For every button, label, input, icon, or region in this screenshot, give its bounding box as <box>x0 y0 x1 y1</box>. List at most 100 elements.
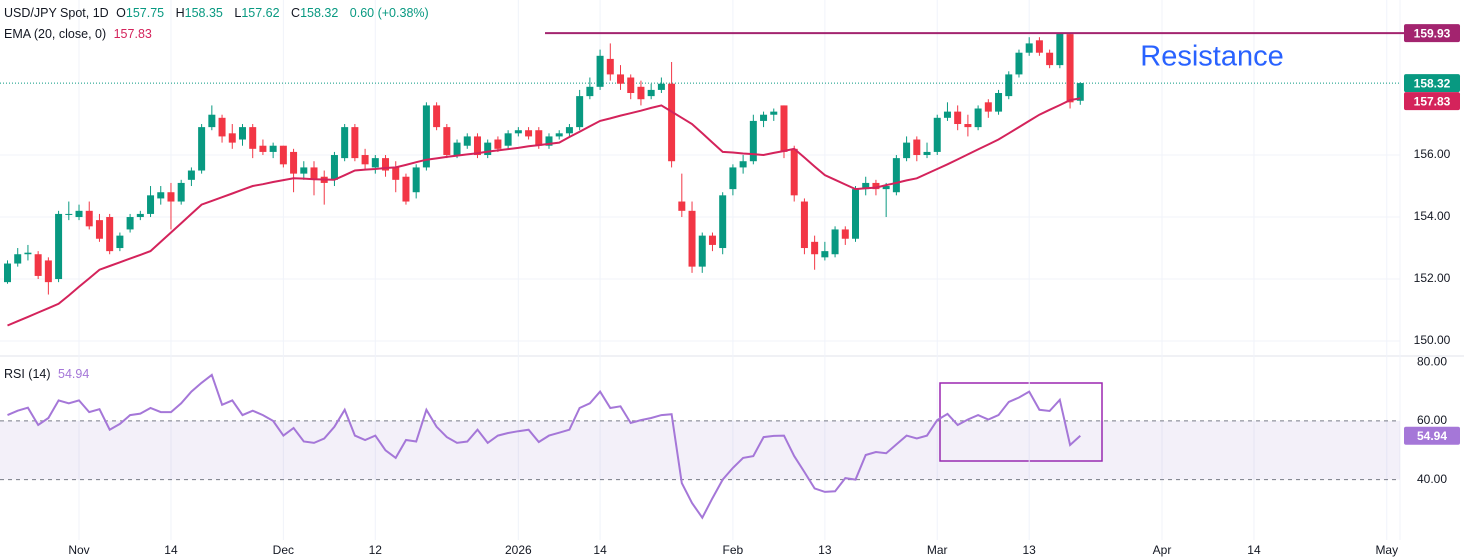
candle-body <box>279 145 287 165</box>
candle-body <box>841 229 849 239</box>
candle-body <box>504 133 512 146</box>
candle-body <box>95 220 103 239</box>
candle-body <box>24 252 32 255</box>
candle-body <box>831 229 839 255</box>
candle-body <box>463 136 471 146</box>
ohlc-value: 157.75 <box>125 6 165 20</box>
candle-body <box>351 127 359 159</box>
candle-body <box>85 210 93 227</box>
candle-body <box>678 201 686 211</box>
candle-body <box>249 127 257 149</box>
ohlc-key: O <box>116 6 126 20</box>
candle-body <box>382 158 390 171</box>
candle-body <box>617 74 625 84</box>
candle-body <box>555 133 563 137</box>
price-tag <box>1404 24 1460 43</box>
ohlc-value: 158.32 <box>300 6 339 20</box>
candle-body <box>627 77 635 94</box>
candle-body <box>576 96 584 128</box>
y-tick-label: 154.00 <box>1414 209 1451 223</box>
candle-body <box>954 111 962 125</box>
y-tick-label: 152.00 <box>1414 271 1451 285</box>
candle-body <box>903 142 911 159</box>
candle-body <box>494 139 502 149</box>
candle-body <box>136 213 144 218</box>
y-tick-label: 60.00 <box>1417 413 1447 427</box>
price-tag-label: 157.83 <box>1414 94 1451 108</box>
candle-body <box>545 136 553 146</box>
ema-value: 157.83 <box>113 27 152 41</box>
price-tag-label: 158.32 <box>1414 76 1451 90</box>
y-tick-label: 156.00 <box>1414 147 1451 161</box>
candle-body <box>872 182 880 190</box>
x-tick-label: 14 <box>164 543 178 557</box>
candle-body <box>1005 74 1013 97</box>
rsi-name: RSI (14) <box>4 367 51 381</box>
price-tag <box>1404 426 1460 445</box>
ohlc-key: H <box>175 6 185 20</box>
candle-body <box>586 86 594 97</box>
candle-body <box>882 186 890 190</box>
y-tick-label: 40.00 <box>1417 472 1447 486</box>
candle-body <box>290 151 298 174</box>
price-tag <box>1404 74 1460 93</box>
x-tick-label: Apr <box>1153 543 1172 557</box>
candle-body <box>55 213 63 280</box>
candle-body <box>14 254 22 264</box>
candle-body <box>668 83 676 162</box>
ohlc-o: O157.75 <box>116 6 168 20</box>
x-tick-label: Nov <box>68 543 89 557</box>
candle-body <box>535 130 543 146</box>
rsi-value: 54.94 <box>58 367 90 381</box>
candle-body <box>44 260 52 283</box>
price-tag-label: 159.93 <box>1414 26 1451 40</box>
candle-body <box>913 139 921 156</box>
candle-body <box>811 241 819 255</box>
candle-body <box>760 114 768 121</box>
candle-body <box>974 108 982 128</box>
candle-body <box>1076 83 1084 101</box>
level-band <box>0 420 1400 480</box>
symbol: USD/JPY Spot, 1D <box>4 6 109 20</box>
candle-body <box>790 148 798 196</box>
ema-name: EMA (20, close, 0) <box>4 27 107 41</box>
candle-body <box>739 161 747 168</box>
candle-body <box>228 133 236 143</box>
candle-body <box>259 145 267 152</box>
candle-body <box>484 142 492 156</box>
candle-body <box>177 182 185 202</box>
candle-body <box>269 145 277 152</box>
y-tick-label: 80.00 <box>1417 354 1447 368</box>
candle-body <box>749 120 757 162</box>
x-tick-label: 14 <box>593 543 607 557</box>
candle-body <box>1015 52 1023 75</box>
candle-body <box>187 170 195 180</box>
candle-body <box>167 192 175 202</box>
rsi-highlight-box <box>939 382 1103 462</box>
candle-body <box>443 127 451 156</box>
candle-body <box>923 151 931 156</box>
candle-body <box>606 58 614 75</box>
candle-body <box>1056 33 1064 66</box>
candle-body <box>647 89 655 97</box>
candle-body <box>525 130 533 137</box>
rsi-legend: RSI (14) 54.94 <box>4 367 93 381</box>
candle-body <box>800 201 808 249</box>
candle-body <box>984 102 992 112</box>
candle-body <box>780 105 788 152</box>
candle-body <box>688 210 696 267</box>
x-tick-label: Mar <box>927 543 948 557</box>
candle-body <box>729 167 737 190</box>
candle-body <box>637 86 645 100</box>
candle-body <box>995 93 1003 112</box>
candle-body <box>402 176 410 202</box>
x-tick-label: 14 <box>1247 543 1261 557</box>
candle-body <box>422 105 430 168</box>
ohlc-value: 157.62 <box>241 6 280 20</box>
candle-body <box>198 127 206 171</box>
candle-body <box>933 117 941 152</box>
candle-body <box>147 195 155 214</box>
candle-body <box>708 235 716 245</box>
